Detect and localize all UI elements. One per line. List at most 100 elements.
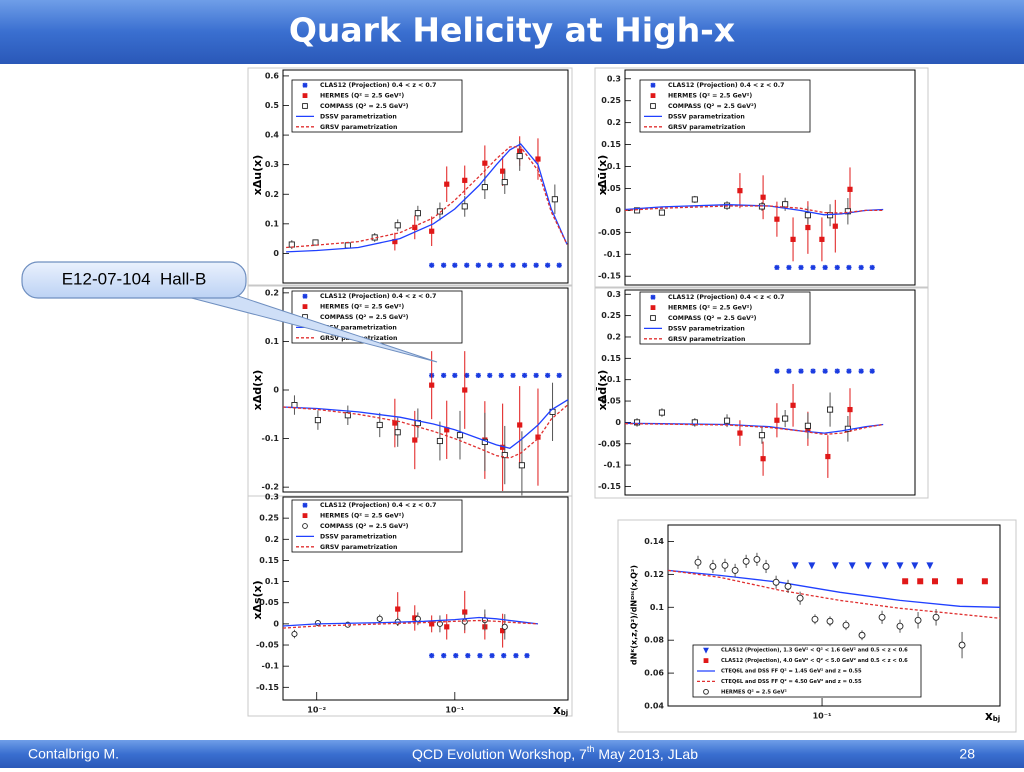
curve (282, 619, 539, 629)
marker (414, 210, 421, 217)
callout-box (21, 261, 247, 299)
curve (624, 205, 884, 214)
marker (412, 437, 418, 443)
marker (501, 623, 508, 630)
marker (694, 558, 702, 566)
legend-label: CTEQ6L and DSS FF Q² = 1.45 GeV² and z =… (721, 669, 862, 675)
legend-label: CLAS12 (Projection), 1.3 GeV² < Q² < 1.6… (721, 648, 908, 654)
marker (878, 613, 886, 621)
marker (412, 615, 418, 621)
marker (826, 617, 834, 625)
y-tick-label: 0.05 (259, 598, 279, 607)
marker (760, 194, 766, 200)
marker (896, 562, 904, 570)
marker (500, 628, 506, 634)
marker (848, 562, 856, 570)
legend-label: COMPASS (Q² = 2.5 GeV²) (320, 523, 409, 530)
y-tick-label: -0.05 (256, 641, 279, 650)
y-tick-label: 0.1 (607, 162, 622, 171)
curve (667, 569, 1001, 619)
marker (392, 238, 398, 245)
marker (518, 462, 525, 469)
legend-label: HERMES Q² = 2.5 GeV² (721, 689, 787, 695)
y-tick-label: 0 (273, 249, 279, 258)
plot-area (667, 524, 1001, 707)
y-tick-label: -0.1 (262, 434, 280, 443)
y-tick-label: 0 (615, 418, 621, 427)
marker (513, 652, 519, 659)
marker (774, 264, 780, 271)
marker (394, 429, 401, 436)
marker (721, 561, 729, 569)
marker (822, 368, 828, 374)
curve (667, 569, 1001, 608)
marker (444, 181, 450, 187)
y-tick-label: 0.04 (644, 702, 664, 711)
x-axis-label: x (985, 709, 993, 723)
marker (456, 432, 464, 439)
y-tick-label: 0 (273, 619, 279, 628)
marker (808, 562, 816, 570)
y-tick-label: 0.3 (607, 290, 621, 299)
y-tick-label: -0.1 (604, 250, 622, 259)
marker (291, 630, 298, 638)
panel-frame (617, 519, 1017, 733)
x-tick-label: 10⁻¹ (813, 712, 832, 721)
marker (501, 452, 508, 459)
footer-event-sup: th (587, 744, 595, 754)
legend-swatch (703, 658, 709, 663)
marker (533, 262, 539, 268)
y-axis-label: dNᴷ(x,z,Q²)/dNᴰᴵˢ(x,Q²) (630, 565, 639, 665)
legend-swatch (703, 688, 709, 695)
chart-panel: 0.04 0.06 0.08 0.1 0.12 0.14 10⁻¹ xbj dNᴷ(x,z,Q²… (617, 519, 1017, 733)
marker (858, 368, 864, 374)
marker (782, 201, 789, 208)
y-tick-label: 0.2 (265, 190, 279, 199)
y-tick-label: 0.2 (607, 332, 621, 341)
curve (624, 423, 884, 436)
marker (501, 179, 508, 186)
marker (516, 153, 523, 160)
y-tick-label: 0.3 (265, 493, 279, 502)
marker (376, 421, 383, 429)
marker (392, 420, 398, 426)
footer-bar (0, 740, 1024, 768)
legend-box (639, 291, 811, 345)
legend-label: COMPASS (Q² = 2.5 GeV²) (668, 315, 757, 322)
legend-swatch (302, 82, 308, 88)
marker (475, 262, 481, 268)
marker (498, 372, 504, 379)
marker (737, 188, 743, 194)
legend-label: HERMES (Q² = 2.5 GeV²) (668, 305, 752, 312)
marker (429, 228, 435, 234)
marker (429, 652, 435, 659)
marker (819, 236, 825, 242)
chart-panel: -0.15 -0.1 -0.05 0 0.05 0.1 0.15 0.2 0.25 0.3 xΔd̄… (594, 287, 929, 499)
marker (804, 212, 811, 219)
legend-label: CLAS12 (Projection) 0.4 < z < 0.7 (668, 82, 784, 89)
y-tick-label: -0.1 (604, 461, 622, 470)
legend-swatch (302, 523, 308, 529)
marker (786, 368, 792, 374)
y-tick-label: 0.08 (644, 636, 664, 645)
marker (429, 621, 435, 627)
header-bar (0, 0, 1024, 64)
y-tick-label: 0.15 (601, 140, 621, 149)
marker (500, 444, 506, 450)
marker (911, 562, 919, 570)
marker (825, 453, 831, 460)
legend-label: HERMES (Q² = 2.5 GeV²) (320, 513, 404, 520)
marker (796, 594, 804, 602)
x-axis-label-sub: bj (993, 715, 1000, 723)
legend-label: CLAS12 (Projection) 0.4 < z < 0.7 (320, 82, 436, 89)
legend-swatch (650, 93, 656, 98)
y-tick-label: 0.12 (644, 570, 664, 579)
legend-label: CLAS12 (Projection) 0.4 < z < 0.7 (320, 502, 436, 509)
y-axis-label: xΔd̄(x) (596, 370, 609, 411)
legend-label: HERMES (Q² = 2.5 GeV²) (320, 304, 404, 311)
legend-swatch (302, 304, 308, 309)
plot-area (624, 289, 916, 496)
legend-label: COMPASS (Q² = 2.5 GeV²) (320, 103, 409, 110)
legend-swatch (650, 103, 656, 109)
curve (286, 143, 568, 253)
